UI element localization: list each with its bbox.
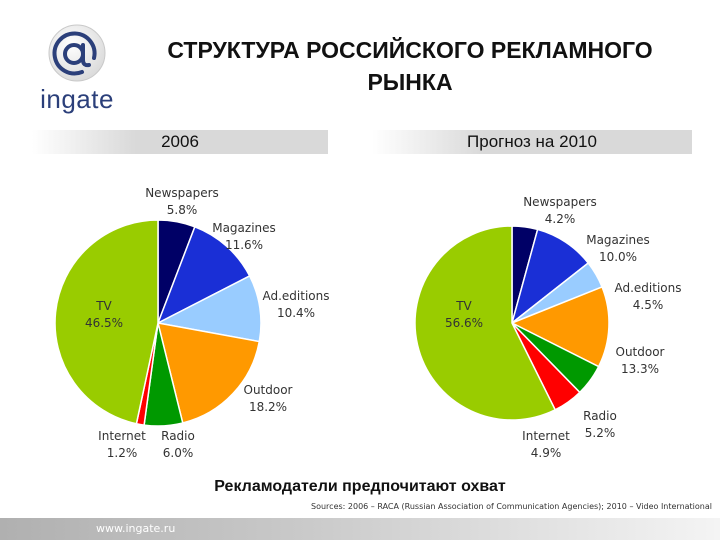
footer-bar: www.ingate.ru <box>0 518 720 540</box>
slice-label-ad-editions: Ad.editions 4.5% <box>614 281 681 312</box>
slice-label-tv: TV 56.6% <box>445 299 483 330</box>
pie-slice-tv <box>54 219 159 425</box>
slice-label-outdoor: Outdoor 13.3% <box>616 345 665 376</box>
chart-2006-title: 2006 <box>32 130 328 154</box>
slice-label-newspapers: Newspapers 5.8% <box>145 186 219 217</box>
slice-label-magazines: Magazines 10.0% <box>586 233 650 264</box>
at-sign-icon <box>48 24 106 82</box>
slice-label-tv: TV 46.5% <box>85 299 123 330</box>
footer-url-link[interactable]: www.ingate.ru <box>96 522 176 535</box>
slice-label-internet: Internet 4.9% <box>522 429 570 460</box>
chart-2010-title: Прогноз на 2010 <box>372 130 692 154</box>
slice-label-ad-editions: Ad.editions 10.4% <box>262 289 329 320</box>
slice-label-magazines: Magazines 11.6% <box>212 221 276 252</box>
title-line-1: СТРУКТУРА РОССИЙСКОГО РЕКЛАМНОГО <box>167 37 653 63</box>
sources-note: Sources: 2006 – RACA (Russian Associatio… <box>311 502 712 511</box>
pie-slice-outdoor <box>510 286 610 368</box>
pie-slice-magazines <box>156 225 251 325</box>
slice-label-outdoor: Outdoor 18.2% <box>244 383 293 414</box>
tagline: Рекламодатели предпочитают охват <box>214 478 506 495</box>
title-line-2: РЫНКА <box>367 69 453 96</box>
logo-text: ingate <box>40 84 114 114</box>
pie-slice-tv <box>414 225 557 421</box>
pie-slice-outdoor <box>156 322 261 424</box>
slice-label-radio: Radio 6.0% <box>161 429 195 460</box>
slice-label-internet: Internet 1.2% <box>98 429 146 460</box>
slice-label-radio: Radio 5.2% <box>583 409 617 440</box>
slice-label-newspapers: Newspapers 4.2% <box>523 195 597 226</box>
ingate-logo: ingate <box>32 22 122 118</box>
page-title: СТРУКТУРА РОССИЙСКОГО РЕКЛАМНОГО РЫНКА <box>140 34 680 98</box>
